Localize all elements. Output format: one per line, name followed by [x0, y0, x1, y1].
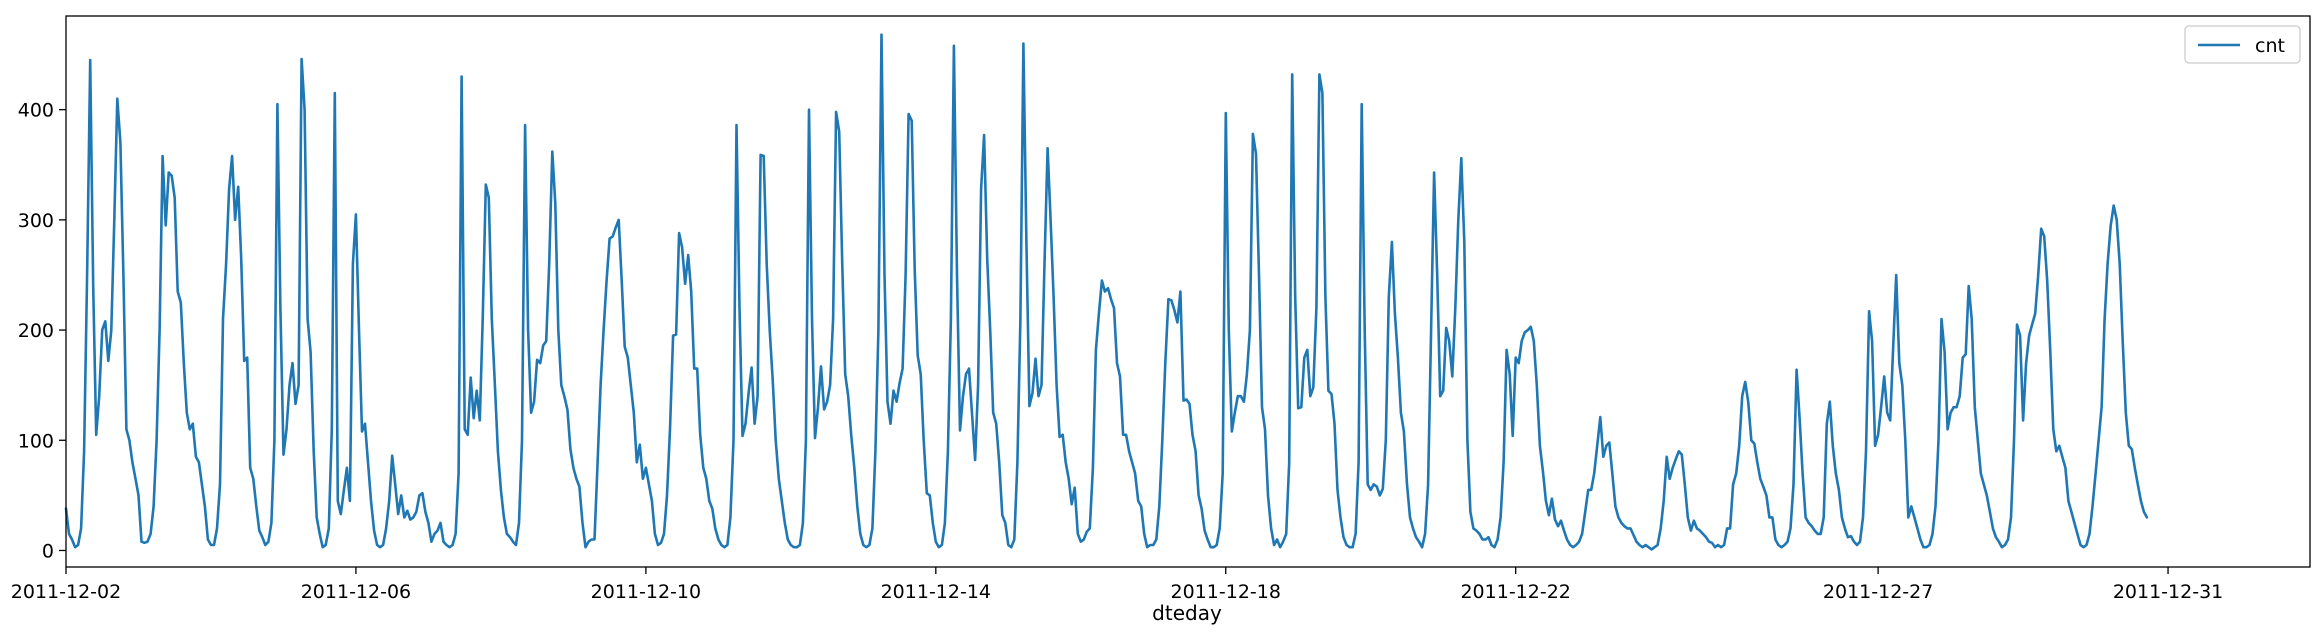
y-tick-label: 100 — [18, 430, 54, 452]
series-line-cnt — [64, 33, 2149, 551]
plot-frame — [65, 15, 2311, 568]
x-tick-label: 2011-12-27 — [1823, 581, 1933, 603]
x-tick-label: 2011-12-06 — [301, 581, 411, 603]
legend: cnt — [2184, 25, 2301, 64]
legend-box — [2184, 25, 2301, 64]
x-axis: 2011-12-02 2011-12-06 2011-12-10 2011-12-14… — [11, 567, 2223, 603]
x-tick-label: 2011-12-02 — [11, 581, 121, 603]
y-tick-label: 200 — [18, 320, 54, 342]
y-tick-label: 300 — [18, 210, 54, 232]
legend-label-cnt: cnt — [2255, 35, 2285, 57]
x-tick-label: 2011-12-18 — [1171, 581, 1281, 603]
x-tick-label: 2011-12-31 — [2113, 581, 2223, 603]
x-tick-label: 2011-12-14 — [881, 581, 991, 603]
plot-background — [66, 16, 2310, 567]
y-tick-label: 0 — [42, 540, 54, 562]
x-tick-label: 2011-12-10 — [591, 581, 701, 603]
x-axis-label: dteday — [1152, 601, 1222, 625]
y-tick-label: 400 — [18, 100, 54, 122]
x-tick-label: 2011-12-22 — [1460, 581, 1570, 603]
y-axis: 0 100 200 300 400 — [18, 100, 66, 562]
